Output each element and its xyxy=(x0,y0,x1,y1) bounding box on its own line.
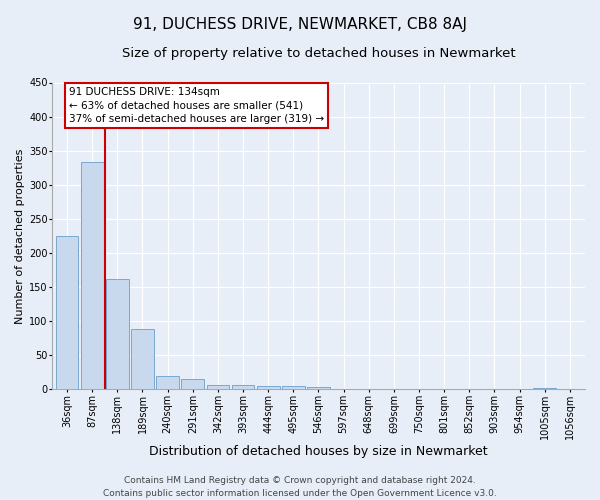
Bar xyxy=(131,330,154,390)
Bar xyxy=(358,388,380,390)
Bar xyxy=(56,236,79,390)
Bar xyxy=(282,386,305,390)
Bar xyxy=(157,376,179,390)
Bar xyxy=(232,384,254,390)
Title: Size of property relative to detached houses in Newmarket: Size of property relative to detached ho… xyxy=(122,48,515,60)
Bar xyxy=(307,388,330,390)
Bar xyxy=(257,386,280,390)
Bar xyxy=(106,279,128,390)
Text: 91, DUCHESS DRIVE, NEWMARKET, CB8 8AJ: 91, DUCHESS DRIVE, NEWMARKET, CB8 8AJ xyxy=(133,18,467,32)
Bar xyxy=(533,388,556,390)
Text: Contains HM Land Registry data © Crown copyright and database right 2024.
Contai: Contains HM Land Registry data © Crown c… xyxy=(103,476,497,498)
Y-axis label: Number of detached properties: Number of detached properties xyxy=(15,148,25,324)
Bar xyxy=(181,379,204,390)
Bar xyxy=(81,162,104,390)
X-axis label: Distribution of detached houses by size in Newmarket: Distribution of detached houses by size … xyxy=(149,444,488,458)
Text: 91 DUCHESS DRIVE: 134sqm
← 63% of detached houses are smaller (541)
37% of semi-: 91 DUCHESS DRIVE: 134sqm ← 63% of detach… xyxy=(69,88,324,124)
Bar xyxy=(206,384,229,390)
